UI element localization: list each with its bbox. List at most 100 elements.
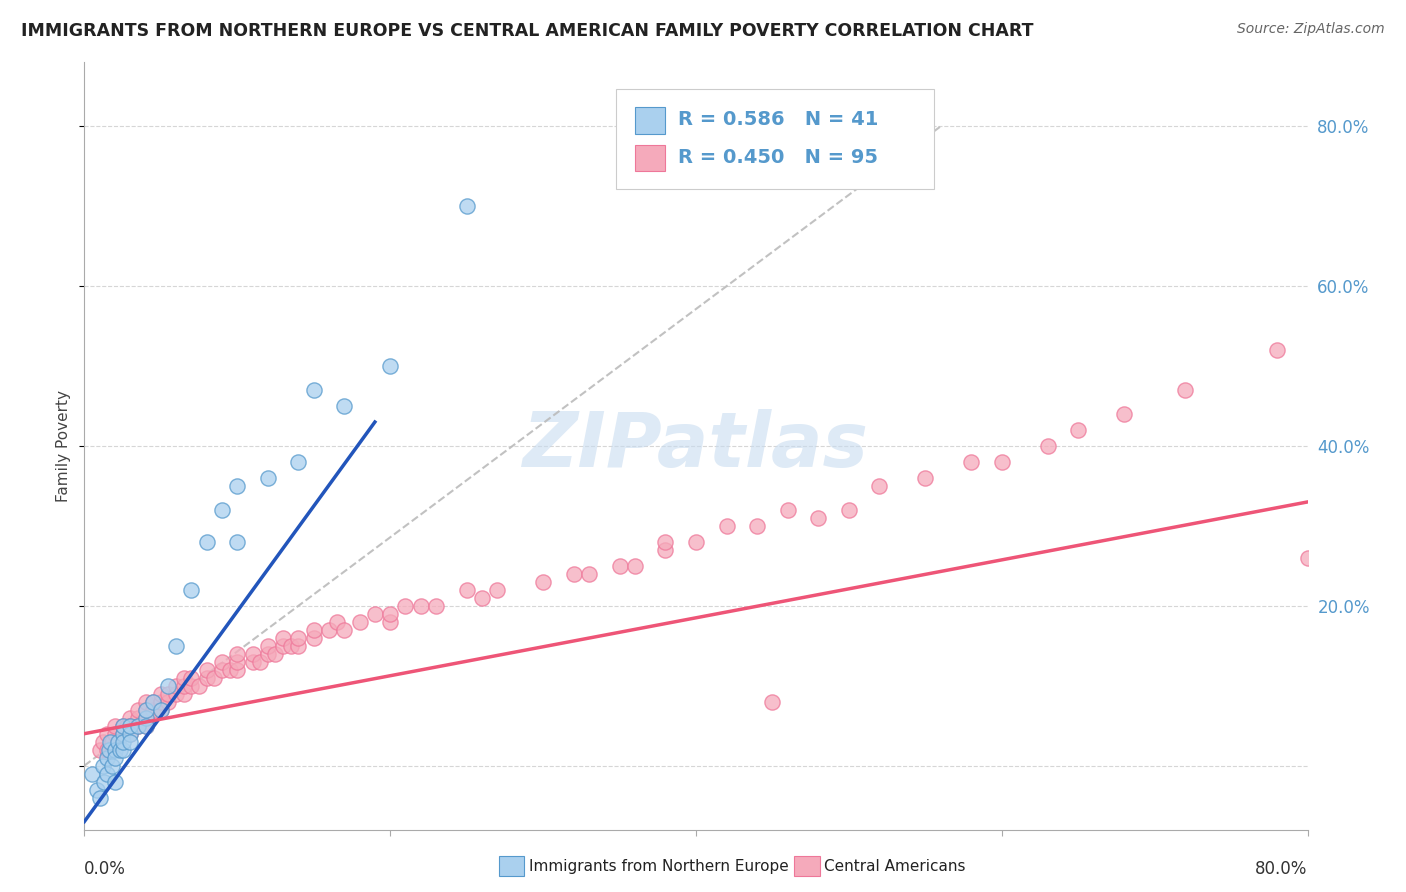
Point bbox=[135, 719, 157, 733]
Point bbox=[120, 726, 142, 740]
Point bbox=[165, 679, 187, 693]
Point bbox=[960, 455, 983, 469]
Point bbox=[149, 695, 172, 709]
Text: R = 0.450   N = 95: R = 0.450 N = 95 bbox=[678, 148, 877, 167]
Point bbox=[149, 687, 172, 701]
Point bbox=[173, 687, 195, 701]
Point bbox=[157, 679, 180, 693]
Point bbox=[202, 671, 225, 685]
Point bbox=[333, 623, 356, 637]
Point bbox=[211, 655, 233, 669]
Point bbox=[93, 774, 115, 789]
Point bbox=[302, 631, 325, 645]
Point bbox=[257, 647, 280, 661]
Point bbox=[280, 639, 302, 653]
Point bbox=[624, 558, 647, 573]
FancyBboxPatch shape bbox=[616, 89, 935, 189]
Point bbox=[107, 734, 129, 748]
Point bbox=[165, 687, 187, 701]
Point bbox=[486, 582, 509, 597]
Point bbox=[107, 734, 129, 748]
Point bbox=[394, 599, 416, 613]
Point bbox=[1296, 550, 1319, 565]
FancyBboxPatch shape bbox=[636, 107, 665, 134]
Point bbox=[157, 687, 180, 701]
Text: R = 0.586   N = 41: R = 0.586 N = 41 bbox=[678, 111, 877, 129]
Point bbox=[173, 679, 195, 693]
Point bbox=[302, 623, 325, 637]
Point bbox=[226, 534, 249, 549]
Y-axis label: Family Poverty: Family Poverty bbox=[56, 390, 72, 502]
Point bbox=[96, 766, 118, 780]
Point bbox=[135, 703, 157, 717]
Point bbox=[287, 455, 309, 469]
Point bbox=[242, 647, 264, 661]
Point bbox=[578, 566, 600, 581]
Point bbox=[1265, 343, 1288, 357]
Point bbox=[776, 503, 799, 517]
Point bbox=[91, 758, 114, 772]
Point bbox=[838, 503, 860, 517]
Point bbox=[135, 711, 157, 725]
Point bbox=[325, 615, 347, 629]
Point bbox=[218, 663, 240, 677]
Point bbox=[111, 726, 134, 740]
Text: Source: ZipAtlas.com: Source: ZipAtlas.com bbox=[1237, 22, 1385, 37]
Point bbox=[318, 623, 340, 637]
Point bbox=[456, 582, 478, 597]
Point bbox=[409, 599, 432, 613]
Point bbox=[111, 734, 134, 748]
Point bbox=[302, 383, 325, 397]
Text: IMMIGRANTS FROM NORTHERN EUROPE VS CENTRAL AMERICAN FAMILY POVERTY CORRELATION C: IMMIGRANTS FROM NORTHERN EUROPE VS CENTR… bbox=[21, 22, 1033, 40]
Text: Immigrants from Northern Europe: Immigrants from Northern Europe bbox=[529, 859, 789, 873]
Point bbox=[761, 695, 783, 709]
Point bbox=[115, 719, 138, 733]
Point bbox=[257, 639, 280, 653]
Point bbox=[98, 734, 121, 748]
Point bbox=[127, 719, 149, 733]
Point bbox=[271, 639, 294, 653]
Point bbox=[211, 663, 233, 677]
Point bbox=[380, 615, 402, 629]
Point bbox=[80, 766, 103, 780]
Point bbox=[195, 671, 218, 685]
Text: 80.0%: 80.0% bbox=[1256, 860, 1308, 879]
Point bbox=[685, 534, 707, 549]
Point bbox=[142, 695, 165, 709]
Point bbox=[180, 582, 202, 597]
Point bbox=[111, 726, 134, 740]
Point bbox=[101, 734, 124, 748]
Point bbox=[188, 679, 211, 693]
Point bbox=[654, 534, 676, 549]
Point bbox=[287, 639, 309, 653]
Point bbox=[349, 615, 371, 629]
Point bbox=[226, 479, 249, 493]
Point bbox=[226, 655, 249, 669]
Point bbox=[1174, 383, 1197, 397]
Point bbox=[104, 726, 127, 740]
Point bbox=[120, 711, 142, 725]
Point bbox=[747, 519, 769, 533]
Point bbox=[120, 719, 142, 733]
Point bbox=[101, 758, 124, 772]
Point bbox=[380, 607, 402, 621]
Text: ZIPatlas: ZIPatlas bbox=[523, 409, 869, 483]
Point bbox=[120, 734, 142, 748]
Point bbox=[120, 726, 142, 740]
Point bbox=[97, 742, 120, 756]
Point bbox=[211, 503, 233, 517]
Point bbox=[287, 631, 309, 645]
Point bbox=[157, 695, 180, 709]
Point bbox=[271, 631, 294, 645]
Text: Central Americans: Central Americans bbox=[824, 859, 966, 873]
Point bbox=[425, 599, 447, 613]
Point bbox=[364, 607, 387, 621]
Point bbox=[149, 703, 172, 717]
Point bbox=[264, 647, 287, 661]
Point bbox=[380, 359, 402, 373]
Point bbox=[96, 750, 118, 764]
Point bbox=[1036, 439, 1059, 453]
Point bbox=[1067, 423, 1090, 437]
Point bbox=[471, 591, 494, 605]
Point bbox=[257, 471, 280, 485]
